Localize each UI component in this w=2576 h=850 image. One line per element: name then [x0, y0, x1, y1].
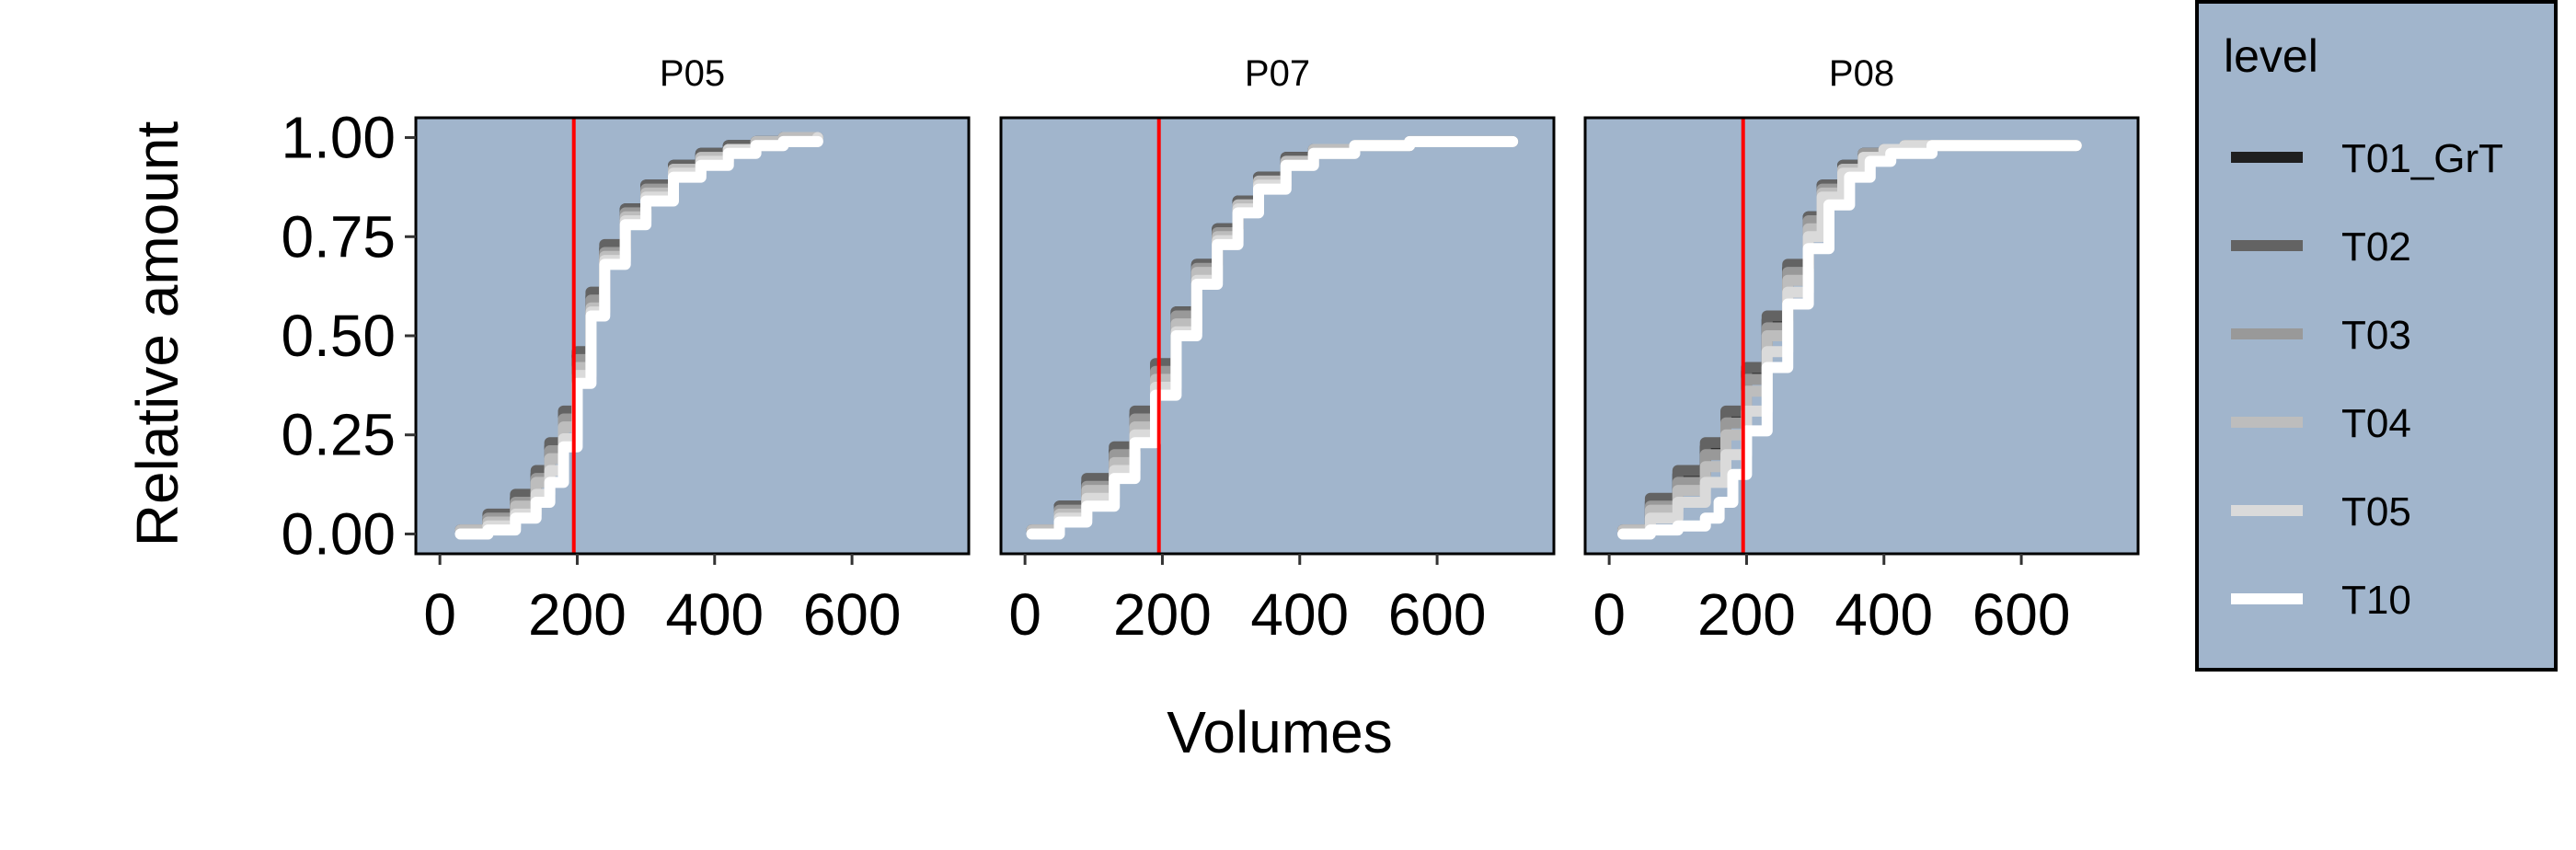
series-line-t10 — [1617, 140, 2082, 540]
legend-entry: T03 — [2231, 313, 2411, 358]
x-tick-label: 200 — [1697, 581, 1796, 648]
x-tick-label: 200 — [528, 581, 627, 648]
panel-background — [416, 118, 969, 554]
series-line-t10 — [454, 135, 823, 540]
x-tick-label: 0 — [423, 581, 456, 648]
legend-label: T03 — [2341, 313, 2411, 358]
y-tick-label: 0.50 — [281, 303, 396, 369]
x-tick-label: 400 — [1250, 581, 1349, 648]
legend-label: T10 — [2341, 578, 2411, 623]
x-tick-label: 400 — [1834, 581, 1933, 648]
facet-panel-p08: P08 0 200 400 600 — [1583, 53, 2140, 648]
x-tick-label: 200 — [1113, 581, 1212, 648]
panel-border — [1583, 116, 2140, 556]
facet-title: P07 — [1245, 53, 1310, 94]
x-tick-label: 600 — [1388, 581, 1487, 648]
legend-entry: T01_GrT — [2231, 136, 2503, 181]
y-axis-title: Relative amount — [124, 121, 190, 547]
series-group — [1617, 140, 2082, 540]
series-line-t10 — [1026, 135, 1519, 540]
series-group — [1026, 135, 1519, 540]
x-tick-label: 400 — [665, 581, 764, 648]
legend-entry: T02 — [2231, 224, 2411, 270]
y-tick-label: 0.00 — [281, 500, 396, 567]
legend-entry: T10 — [2231, 578, 2411, 623]
y-tick-label: 0.75 — [281, 203, 396, 270]
x-tick-label: 600 — [803, 581, 902, 648]
panel-border — [999, 116, 1556, 556]
panel-background — [1585, 118, 2138, 554]
legend-entry: T04 — [2231, 401, 2411, 446]
facet-panel-p07: P07 0 200 400 600 — [999, 53, 1556, 648]
legend-label: T05 — [2341, 489, 2411, 534]
panels-layer: P05 0 200 400 600 0.00 0.25 0.50 0.75 1.00 P07 0 200… — [281, 53, 2140, 648]
facet-panel-p05: P05 0 200 400 600 0.00 0.25 0.50 0.75 1.00 — [281, 53, 971, 648]
legend-label: T02 — [2341, 224, 2411, 270]
x-tick-label: 600 — [1972, 581, 2071, 648]
x-tick-label: 0 — [1008, 581, 1041, 648]
legend: level T01_GrT T02 T03 T04 T05 T10 — [2195, 0, 2558, 672]
legend-label: T01_GrT — [2341, 136, 2503, 181]
series-group — [454, 132, 823, 540]
y-tick-label: 1.00 — [281, 105, 396, 171]
facet-title: P08 — [1829, 53, 1894, 94]
facet-title: P05 — [660, 53, 725, 94]
x-tick-label: 0 — [1593, 581, 1626, 648]
legend-entry: T05 — [2231, 489, 2411, 534]
legend-title: level — [2224, 30, 2318, 82]
y-tick-label: 0.25 — [281, 402, 396, 468]
x-axis-title: Volumes — [1167, 699, 1392, 765]
legend-label: T04 — [2341, 401, 2411, 446]
